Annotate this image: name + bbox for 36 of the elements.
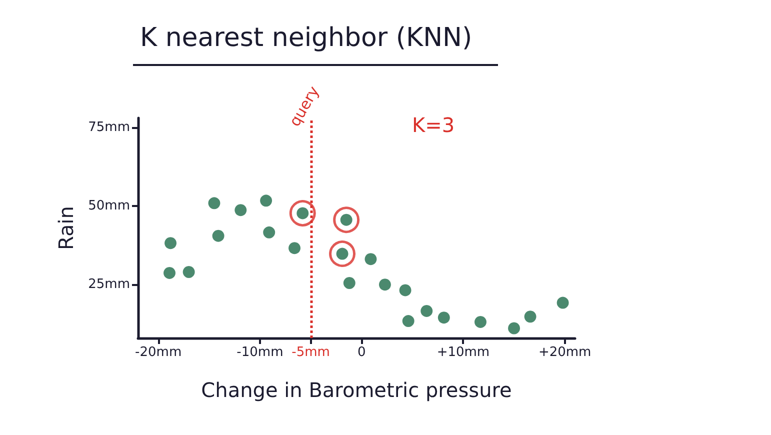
point — [329, 240, 356, 268]
point — [164, 237, 177, 250]
y-tick-label: 75mm — [88, 120, 130, 135]
y-tick-label: 50mm — [88, 198, 130, 214]
annotation: K=3 — [412, 113, 455, 137]
chart-title: K nearest neighbor (KNN) — [140, 23, 472, 53]
point — [164, 266, 176, 279]
point — [212, 230, 224, 242]
x-tick-label: -5mm — [292, 345, 330, 360]
point — [333, 206, 360, 234]
point — [378, 278, 391, 291]
point — [556, 296, 569, 309]
point — [524, 310, 536, 323]
point — [234, 204, 247, 216]
point — [508, 322, 520, 334]
point — [288, 242, 301, 254]
point — [343, 277, 356, 289]
point — [402, 315, 414, 328]
x-tick-label: 0 — [357, 345, 366, 360]
point — [263, 226, 276, 238]
x-tick-label: +10mm — [436, 345, 490, 360]
x-tick-label: -10mm — [236, 345, 284, 360]
point — [289, 200, 316, 226]
y-tick-label: 25mm — [88, 277, 130, 292]
point — [364, 253, 377, 266]
point — [182, 266, 195, 278]
point — [208, 197, 220, 210]
x-axis-title: Change in Barometric pressure — [201, 378, 512, 402]
point — [420, 304, 433, 317]
point — [399, 284, 412, 296]
y-axis-title: Rain — [54, 206, 78, 250]
point — [474, 316, 486, 328]
point — [438, 312, 450, 324]
x-tick-label: +20mm — [538, 345, 592, 360]
point — [260, 194, 272, 207]
x-tick-label: -20mm — [135, 345, 182, 360]
